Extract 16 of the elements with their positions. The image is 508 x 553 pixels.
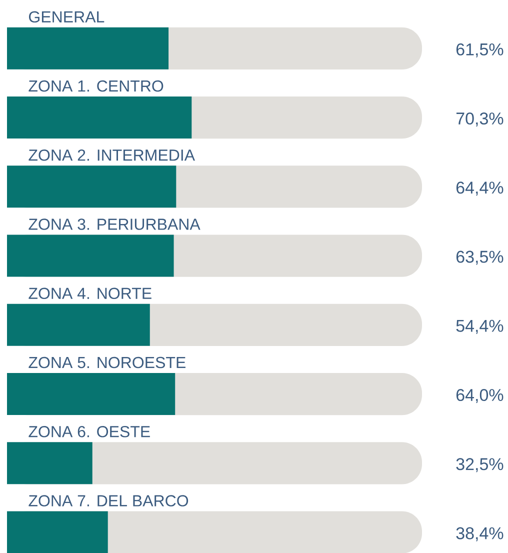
y-tick-label: ZONA 6. OESTE <box>28 426 150 438</box>
data-label: 32,5% <box>456 458 504 472</box>
y-tick-label: ZONA 3. PERIURBANA <box>28 218 200 230</box>
y-tick-label: ZONA 1. CENTRO <box>28 80 164 92</box>
y-tick-label: GENERAL <box>29 11 104 23</box>
data-label: 64,0% <box>456 388 504 404</box>
data-label: 54,4% <box>456 320 504 334</box>
y-tick-label: ZONA 7. DEL BARCO <box>28 495 188 506</box>
data-label: 38,4% <box>456 527 504 542</box>
data-label: 70,3% <box>456 112 504 127</box>
y-tick-label: ZONA 4. NORTE <box>28 288 152 300</box>
data-label: 63,5% <box>456 250 504 265</box>
data-label: 61,5% <box>456 43 504 58</box>
y-tick-label: ZONA 5. NOROESTE <box>28 356 186 368</box>
data-label: 64,4% <box>456 182 504 196</box>
y-tick-label: ZONA 2. INTERMEDIA <box>28 149 195 161</box>
